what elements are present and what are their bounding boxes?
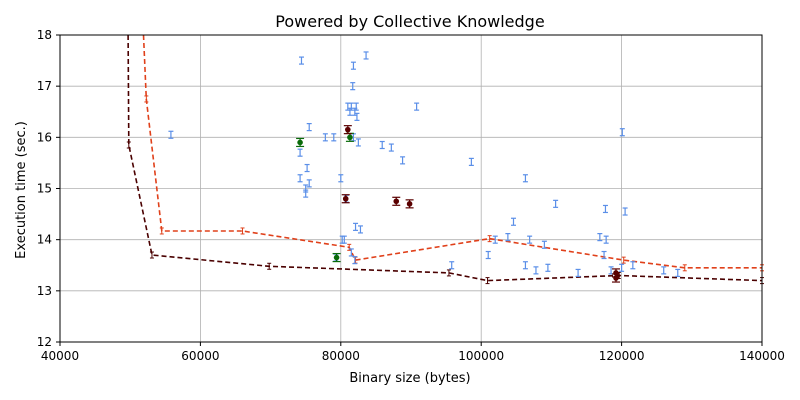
data-point [350, 82, 356, 91]
data-point [597, 233, 603, 242]
y-axis-label: Execution time (sec.) [14, 121, 29, 259]
data-point [619, 128, 625, 137]
data-point [357, 225, 363, 234]
data-point [304, 163, 310, 173]
data-point [619, 263, 625, 272]
data-point [306, 122, 312, 132]
data-point [332, 252, 341, 263]
data-point [405, 199, 414, 209]
data-point [353, 102, 359, 111]
data-point [339, 235, 345, 244]
data-point [510, 217, 516, 226]
data-point [553, 199, 559, 208]
data-point [348, 102, 354, 111]
data-point [388, 143, 394, 152]
y-tick-label: 14 [37, 233, 52, 247]
data-point [603, 235, 609, 244]
x-axis-ticks: 40000 60000 80000 100000 120000 140000 [41, 342, 785, 363]
data-point [505, 233, 511, 242]
data-point [352, 256, 358, 265]
data-point [468, 157, 474, 166]
data-point [575, 268, 581, 278]
data-point [297, 174, 303, 183]
data-point [379, 140, 385, 150]
data-point [343, 125, 352, 135]
data-point [675, 268, 681, 278]
data-point [400, 156, 406, 165]
data-point [601, 250, 607, 260]
frontier-point [149, 251, 154, 259]
data-point [527, 235, 533, 244]
frontier-point [126, 141, 131, 149]
data-point [297, 148, 303, 157]
data-point [602, 204, 608, 214]
data-point [348, 248, 354, 257]
data-point [353, 222, 359, 231]
data-point [392, 196, 401, 206]
frontier-point [159, 227, 164, 235]
data-point [350, 61, 356, 70]
y-tick-label: 16 [37, 130, 52, 144]
data-point [168, 130, 174, 139]
data-points [168, 51, 681, 283]
data-point [611, 268, 620, 278]
x-tick-label: 80000 [322, 349, 360, 363]
data-point [363, 51, 369, 60]
data-point [492, 235, 498, 244]
x-tick-label: 100000 [458, 349, 504, 363]
frontier-line [142, 34, 762, 269]
frontier-point [144, 95, 149, 103]
y-axis-ticks: 12 13 14 15 16 17 18 [37, 28, 60, 349]
y-tick-label: 17 [37, 79, 52, 93]
x-tick-label: 140000 [739, 349, 785, 363]
frontier-point [446, 269, 451, 277]
data-point [306, 179, 312, 188]
frontier-point [240, 227, 245, 235]
data-point [622, 207, 628, 216]
y-tick-label: 12 [37, 335, 52, 349]
data-point [322, 133, 328, 142]
data-point [296, 137, 305, 148]
data-point [331, 133, 337, 142]
y-tick-label: 18 [37, 28, 52, 42]
frontier-point [487, 235, 492, 243]
frontier-point [267, 262, 272, 270]
data-point [661, 266, 667, 275]
data-point [355, 138, 361, 147]
data-point [630, 261, 636, 270]
data-point [338, 174, 344, 183]
y-tick-label: 15 [37, 182, 52, 196]
data-point [449, 261, 455, 270]
x-axis-label: Binary size (bytes) [349, 371, 470, 386]
frontier-point [621, 256, 626, 264]
data-point [298, 56, 304, 65]
data-point [522, 174, 528, 183]
data-point [485, 250, 491, 260]
data-point [545, 263, 551, 272]
data-point [303, 184, 309, 193]
frontier-point [682, 264, 687, 272]
x-tick-label: 120000 [599, 349, 645, 363]
data-point [341, 194, 350, 204]
data-point [414, 102, 420, 111]
data-point [354, 112, 360, 121]
data-point [522, 261, 528, 270]
x-tick-label: 60000 [181, 349, 219, 363]
frontier-point [485, 277, 490, 285]
chart-title: Powered by Collective Knowledge [275, 12, 544, 31]
y-tick-label: 13 [37, 284, 52, 298]
x-tick-label: 40000 [41, 349, 79, 363]
data-point [533, 266, 539, 275]
data-point [541, 240, 547, 249]
frontier-line [127, 34, 763, 282]
